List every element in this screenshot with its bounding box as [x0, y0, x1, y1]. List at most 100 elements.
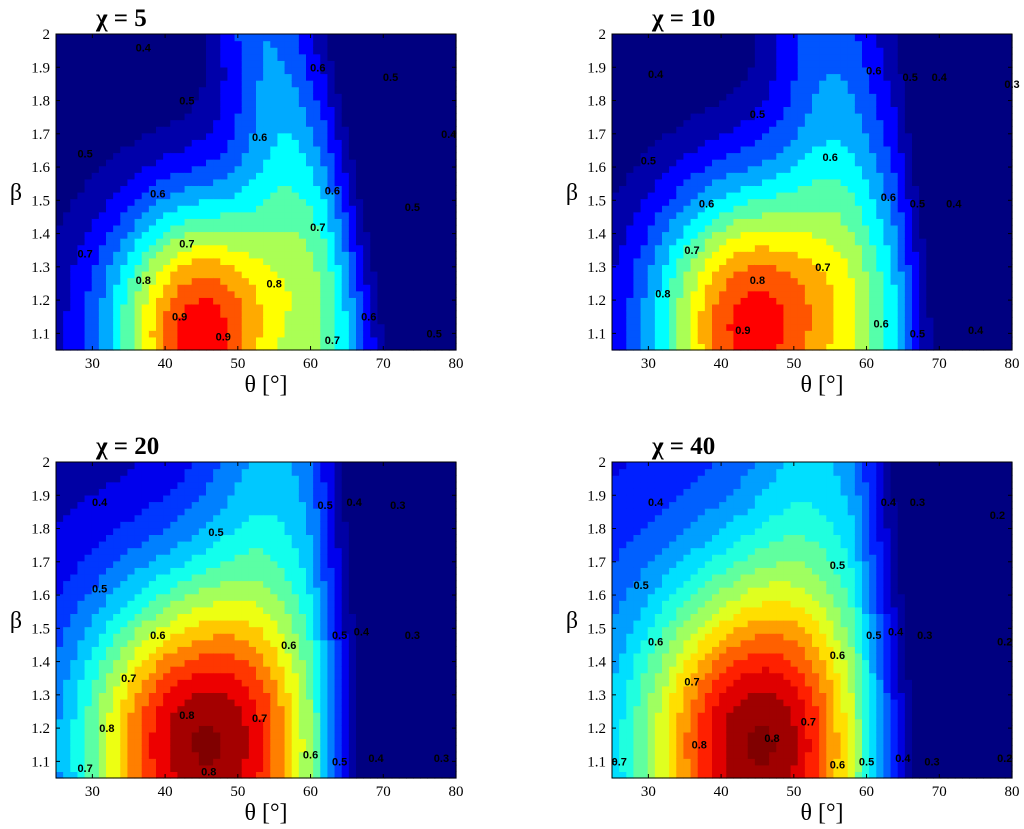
- contour-cell: [420, 53, 429, 61]
- contour-cell: [434, 330, 443, 338]
- contour-cell: [890, 93, 899, 101]
- contour-cell: [277, 126, 286, 134]
- contour-cell: [156, 139, 164, 147]
- contour-cell: [177, 330, 186, 338]
- contour-cell: [170, 86, 179, 94]
- contour-cell: [733, 185, 742, 193]
- contour-cell: [740, 80, 749, 88]
- contour-cell: [356, 53, 364, 61]
- contour-cell: [790, 317, 799, 325]
- contour-cell: [740, 152, 749, 160]
- contour-cell: [819, 251, 827, 259]
- contour-cell: [120, 132, 129, 140]
- contour-cell: [769, 192, 777, 200]
- contour-cell: [77, 47, 86, 55]
- contour-cell: [669, 66, 677, 75]
- contour-cell: [206, 277, 214, 285]
- contour-cell: [669, 60, 677, 68]
- contour-cell: [840, 119, 849, 127]
- contour-cell: [448, 251, 457, 259]
- contour-cell: [184, 80, 193, 88]
- contour-cell: [113, 218, 121, 226]
- contour-cell: [427, 119, 436, 127]
- contour-cell: [213, 211, 221, 219]
- contour-cell: [862, 113, 870, 121]
- contour-cell: [804, 303, 813, 312]
- contour-cell: [733, 139, 742, 147]
- contour-cell: [726, 132, 735, 140]
- contour-cell: [919, 231, 927, 239]
- contour-cell: [56, 47, 64, 55]
- contour-cell: [63, 60, 71, 68]
- contour-cell: [826, 192, 835, 200]
- contour-cell: [712, 60, 720, 68]
- contour-cell: [712, 257, 720, 266]
- contour-cell: [427, 330, 436, 338]
- contour-cell: [769, 271, 777, 279]
- contour-cell: [640, 297, 649, 305]
- contour-cell: [726, 80, 735, 88]
- contour-cell: [291, 323, 300, 331]
- contour-cell: [406, 277, 414, 285]
- contour-cell: [926, 66, 935, 75]
- contour-cell: [227, 106, 236, 114]
- contour-cell: [77, 113, 86, 121]
- contour-cell: [313, 218, 321, 226]
- contour-cell: [776, 343, 785, 351]
- contour-cell: [156, 317, 164, 325]
- contour-cell: [327, 192, 336, 200]
- contour-cell: [904, 251, 913, 259]
- contour-cell: [170, 152, 179, 160]
- contour-cell: [377, 132, 386, 140]
- contour-cell: [70, 251, 79, 259]
- contour-cell: [327, 119, 336, 127]
- contour-cell: [327, 132, 336, 140]
- contour-cell: [869, 336, 877, 345]
- contour-cell: [391, 330, 400, 338]
- contour-cell: [341, 53, 350, 61]
- contour-cell: [248, 336, 257, 345]
- contour-cell: [184, 47, 193, 55]
- contour-cell: [148, 218, 157, 226]
- contour-cell: [91, 251, 100, 259]
- contour-cell: [926, 165, 935, 173]
- contour-cell: [334, 152, 343, 160]
- contour-cell: [776, 80, 785, 88]
- contour-cell: [633, 343, 642, 351]
- contour-cell: [912, 251, 920, 259]
- contour-cell: [277, 264, 286, 272]
- contour-cell: [220, 297, 229, 305]
- contour-cell: [869, 224, 877, 233]
- contour-cell: [733, 145, 742, 154]
- contour-cell: [769, 251, 777, 259]
- contour-cell: [441, 198, 450, 206]
- contour-cell: [270, 211, 279, 219]
- contour-cell: [63, 139, 71, 147]
- contour-cell: [427, 159, 436, 167]
- contour-cell: [234, 303, 243, 312]
- contour-cell: [862, 159, 870, 167]
- contour-cell: [256, 60, 264, 68]
- contour-cell: [669, 251, 677, 259]
- contour-cell: [754, 317, 763, 325]
- contour-cell: [313, 119, 321, 127]
- contour-cell: [63, 218, 71, 226]
- contour-cell: [370, 152, 379, 160]
- contour-cell: [263, 271, 271, 279]
- contour-cell: [277, 165, 286, 173]
- contour-cell: [213, 323, 221, 331]
- contour-cell: [213, 47, 221, 55]
- contour-cell: [191, 185, 200, 193]
- contour-cell: [619, 145, 627, 154]
- contour-cell: [840, 224, 849, 233]
- contour-cell: [719, 113, 727, 121]
- contour-cell: [277, 205, 286, 213]
- contour-cell: [141, 185, 150, 193]
- contour-cell: [327, 172, 336, 180]
- contour-cell: [206, 152, 214, 160]
- contour-cell: [413, 93, 421, 101]
- contour-cell: [84, 238, 93, 246]
- contour-cell: [712, 251, 720, 259]
- contour-cell: [184, 86, 193, 94]
- contour-cell: [170, 257, 179, 266]
